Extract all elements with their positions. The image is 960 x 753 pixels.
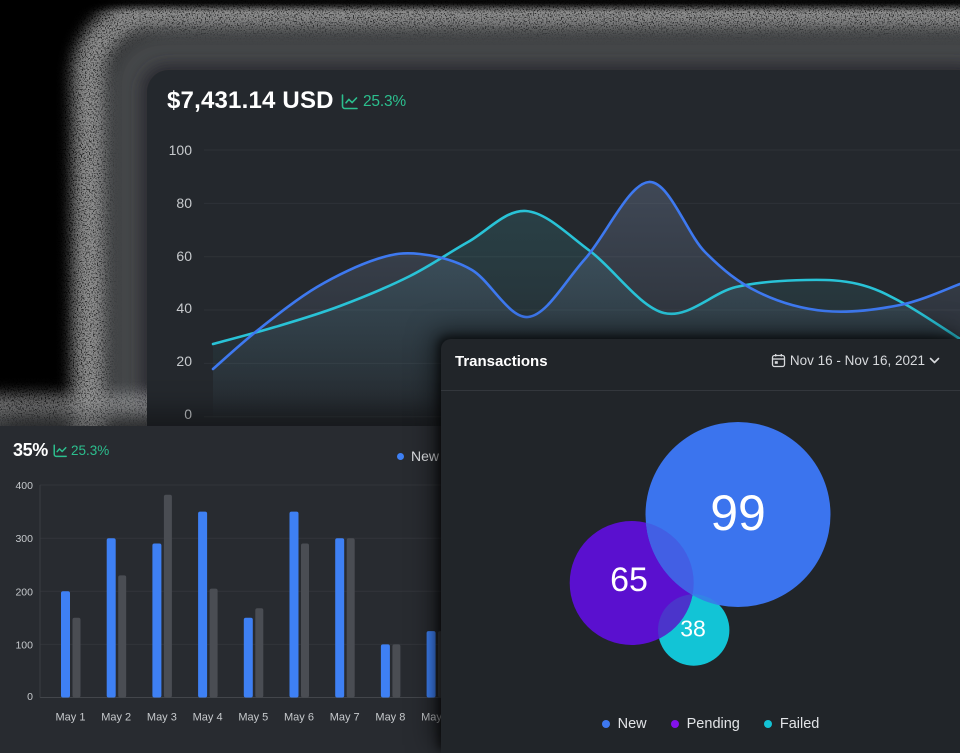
- svg-text:May 9: May 9: [421, 712, 441, 724]
- svg-text:0: 0: [27, 691, 33, 703]
- svg-text:200: 200: [15, 586, 33, 598]
- svg-text:May 2: May 2: [101, 712, 131, 724]
- svg-text:May 6: May 6: [284, 712, 314, 724]
- svg-text:May 3: May 3: [147, 712, 177, 724]
- svg-text:400: 400: [15, 480, 33, 492]
- svg-text:300: 300: [15, 533, 33, 545]
- svg-text:99: 99: [710, 485, 766, 541]
- svg-text:May 1: May 1: [56, 712, 86, 724]
- svg-text:May 8: May 8: [375, 712, 405, 724]
- svg-text:May 7: May 7: [330, 712, 360, 724]
- svg-text:38: 38: [680, 616, 706, 642]
- svg-text:May 4: May 4: [193, 712, 223, 724]
- svg-text:65: 65: [610, 561, 648, 599]
- svg-text:100: 100: [15, 639, 33, 651]
- svg-text:May 5: May 5: [238, 712, 268, 724]
